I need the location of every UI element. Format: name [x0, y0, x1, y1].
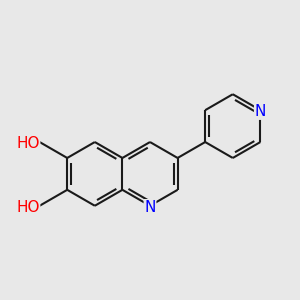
- Text: HO: HO: [16, 136, 40, 151]
- Text: HO: HO: [16, 200, 40, 215]
- Text: N: N: [255, 104, 266, 119]
- Text: N: N: [144, 200, 156, 215]
